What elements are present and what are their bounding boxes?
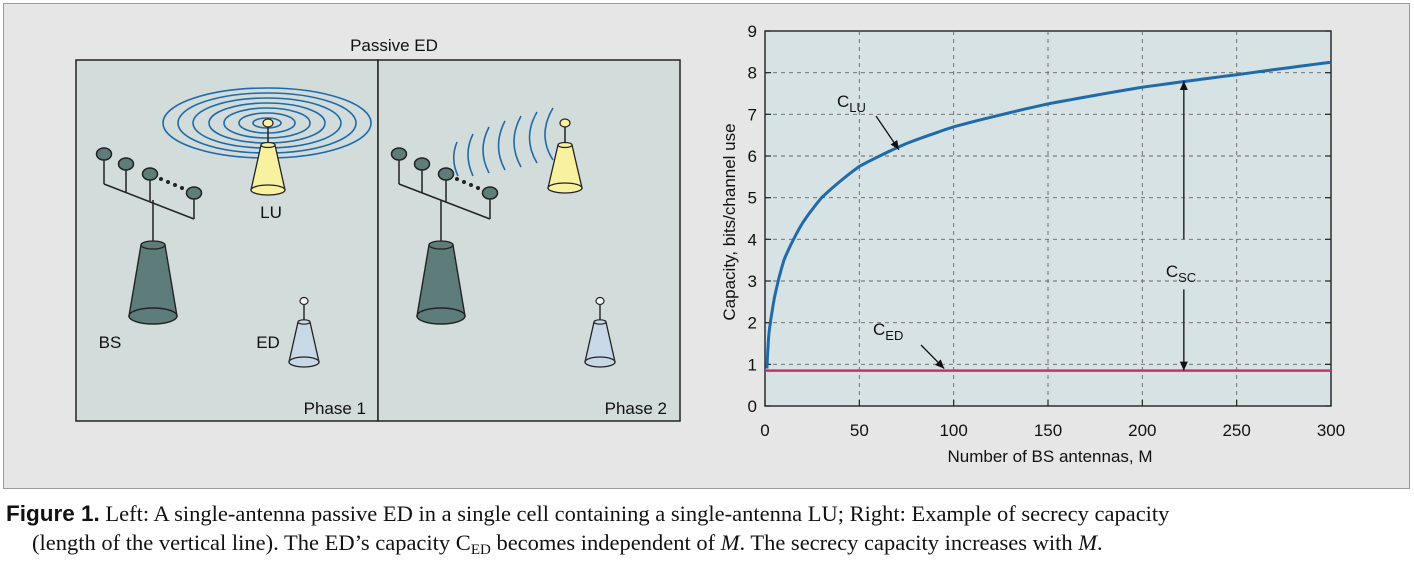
y-tick-label: 6 bbox=[748, 147, 757, 166]
capacity-chart: 0 50 100 150 200 250 300 0 1 2 3 4 5 6 7 8 9 CLU CED CSC N… bbox=[720, 22, 1345, 466]
caption-subscript: ED bbox=[470, 542, 491, 558]
ellipsis-dots bbox=[159, 177, 184, 190]
x-tick-label: 50 bbox=[850, 421, 869, 440]
bs-array-icon bbox=[95, 147, 203, 243]
ed-antenna-icon bbox=[288, 296, 320, 368]
bs-tower-icon-phase2 bbox=[416, 240, 466, 325]
ed-antenna-icon-phase2 bbox=[584, 296, 616, 368]
y-tick-label: 0 bbox=[748, 397, 757, 416]
phase2-label: Phase 2 bbox=[605, 399, 667, 418]
c-sc-arrow-up-head bbox=[1179, 81, 1188, 90]
x-tick-label: 150 bbox=[1034, 421, 1062, 440]
diagram-title: Passive ED bbox=[350, 36, 438, 55]
c-sc-label: CSC bbox=[1166, 262, 1196, 285]
caption-label: Figure 1. bbox=[6, 501, 100, 526]
bs-beam-waves bbox=[452, 107, 554, 177]
ellipsis-dots-phase2 bbox=[455, 177, 480, 190]
bs-array-icon-phase2 bbox=[390, 147, 499, 243]
phase1-label: Phase 1 bbox=[304, 399, 366, 418]
c-lu-label: CLU bbox=[837, 92, 866, 115]
caption-variable: M bbox=[720, 530, 740, 555]
x-axis-label: Number of BS antennas, M bbox=[947, 447, 1152, 466]
y-tick-label: 2 bbox=[748, 314, 757, 333]
bs-label: BS bbox=[99, 333, 122, 352]
y-tick-label: 5 bbox=[748, 189, 757, 208]
bs-tower-icon bbox=[128, 240, 178, 325]
y-tick-label: 3 bbox=[748, 272, 757, 291]
series-c-lu-line bbox=[765, 60, 1332, 369]
x-tick-label: 100 bbox=[939, 421, 967, 440]
c-ed-label: CED bbox=[873, 320, 903, 343]
c-lu-arrow-head bbox=[890, 140, 899, 150]
x-tick-label: 300 bbox=[1317, 421, 1345, 440]
y-tick-label: 9 bbox=[748, 22, 757, 41]
figure-panel: Passive ED LU bbox=[3, 3, 1410, 489]
caption-variable: M bbox=[1078, 530, 1098, 555]
lu-antenna-icon-phase2 bbox=[547, 118, 583, 194]
x-tick-label: 200 bbox=[1128, 421, 1156, 440]
phase2-panel bbox=[377, 59, 681, 422]
caption-text: becomes independent of bbox=[490, 530, 721, 555]
x-tick-label: 250 bbox=[1222, 421, 1250, 440]
lu-label: LU bbox=[260, 203, 282, 222]
y-tick-label: 1 bbox=[748, 355, 757, 374]
caption-text: . The secrecy capacity increases with bbox=[739, 530, 1079, 555]
y-tick-label: 7 bbox=[748, 105, 757, 124]
ed-label: ED bbox=[256, 333, 280, 352]
caption-line1: Left: A single-antenna passive ED in a s… bbox=[105, 501, 1170, 526]
y-axis-label: Capacity, bits/channel use bbox=[720, 123, 739, 320]
c-ed-arrow-head bbox=[935, 359, 945, 369]
passive-ed-diagram: Passive ED LU bbox=[75, 36, 681, 422]
y-tick-label: 4 bbox=[748, 230, 757, 249]
lu-antenna-icon bbox=[250, 118, 286, 196]
figure-caption: Figure 1. Left: A single-antenna passive… bbox=[6, 499, 1406, 565]
caption-text: (length of the vertical line). The ED’s … bbox=[32, 530, 471, 555]
x-tick-label: 0 bbox=[760, 421, 769, 440]
caption-text: . bbox=[1097, 530, 1103, 555]
y-tick-label: 8 bbox=[748, 64, 757, 83]
c-sc-arrow-down-head bbox=[1179, 361, 1188, 371]
